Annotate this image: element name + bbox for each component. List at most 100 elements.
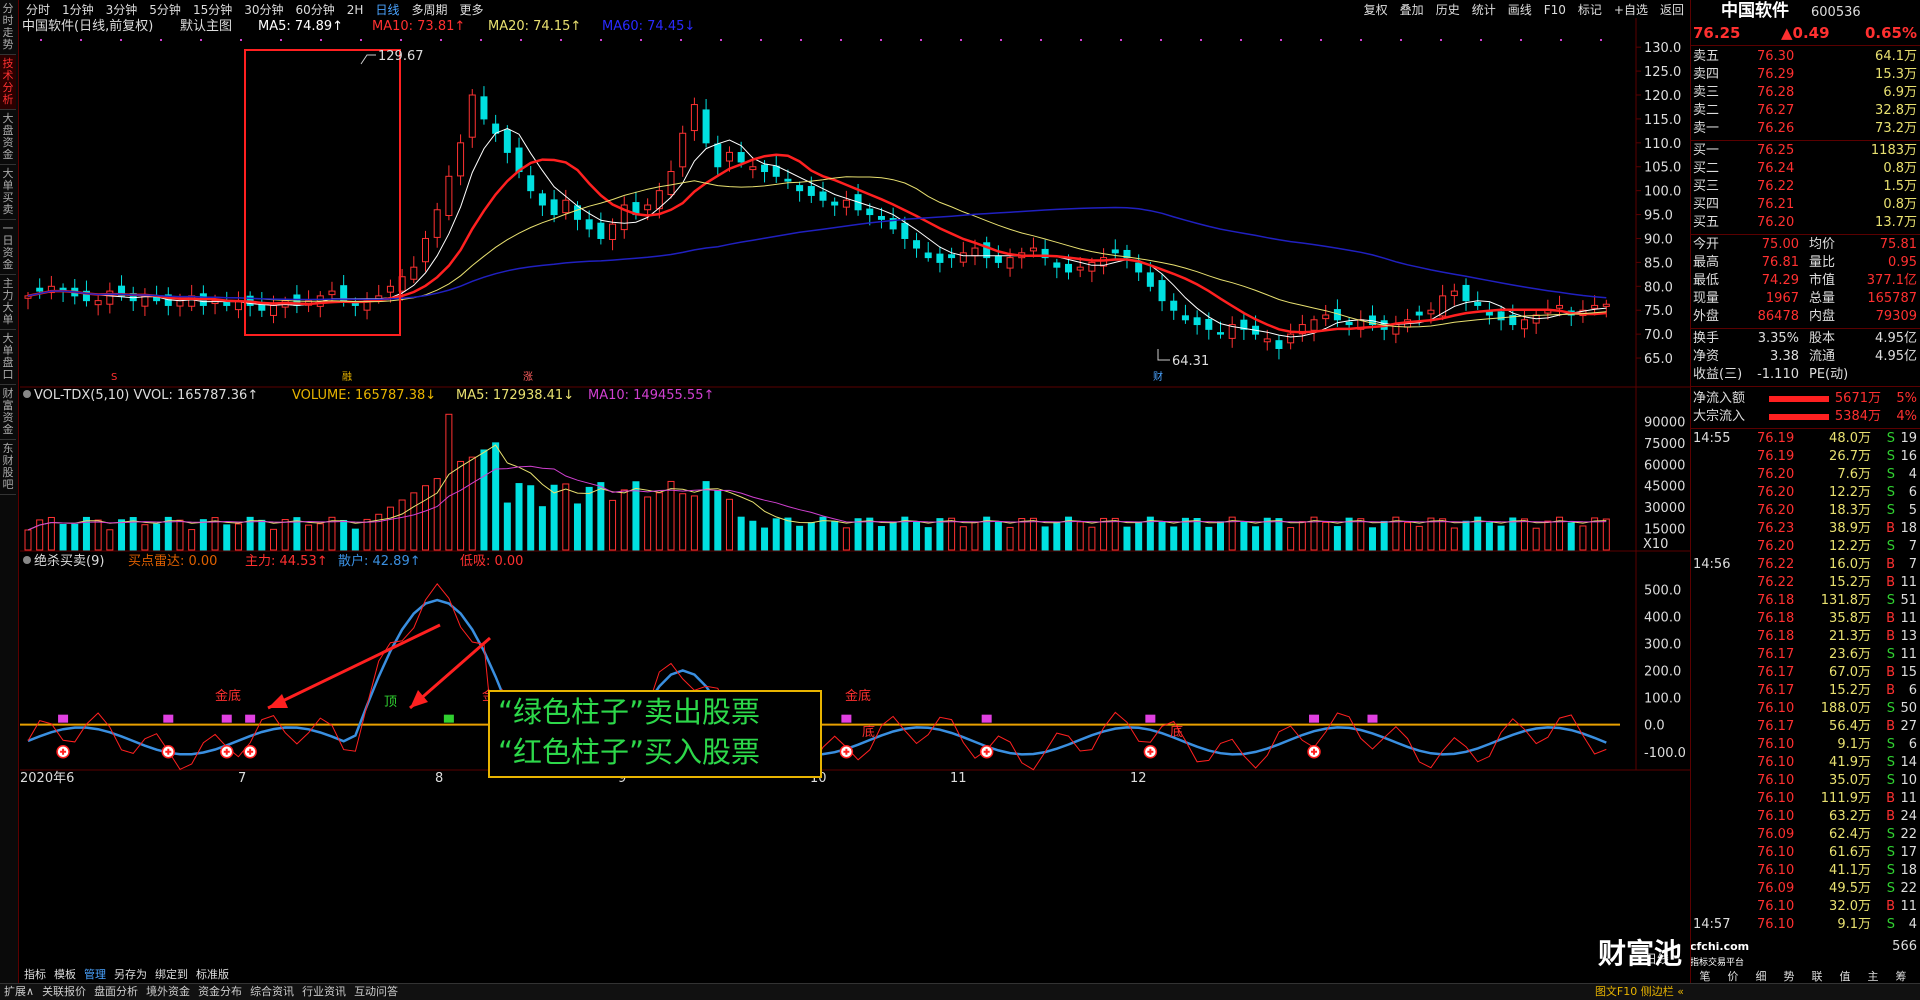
- candle[interactable]: [1509, 314, 1517, 326]
- volume-bar[interactable]: [503, 502, 511, 551]
- status-行业资讯[interactable]: 行业资讯: [302, 985, 347, 998]
- volume-bar[interactable]: [924, 527, 932, 551]
- chart-tab-绑定到[interactable]: 绑定到: [155, 968, 188, 981]
- candle[interactable]: [328, 290, 336, 296]
- event-marker-b[interactable]: 融: [342, 371, 352, 383]
- volume-bar[interactable]: [1170, 526, 1178, 551]
- candle[interactable]: [690, 104, 698, 132]
- left-tab-4[interactable]: 一日资金: [0, 220, 16, 275]
- candle[interactable]: [924, 252, 932, 259]
- volume-bar[interactable]: [246, 516, 254, 551]
- volume-bar[interactable]: [655, 492, 663, 551]
- candle[interactable]: [468, 94, 476, 138]
- status-资金分布[interactable]: 资金分布: [198, 985, 243, 998]
- candle[interactable]: [1240, 319, 1248, 330]
- candle[interactable]: [1298, 324, 1306, 335]
- candle[interactable]: [527, 175, 535, 192]
- candle[interactable]: [47, 285, 55, 294]
- status-盘面分析[interactable]: 盘面分析: [94, 985, 139, 998]
- volume-bar[interactable]: [831, 520, 839, 551]
- footer-tab-筹[interactable]: 筹: [1895, 970, 1907, 983]
- volume-bar[interactable]: [1462, 520, 1470, 551]
- volume-bar[interactable]: [468, 456, 476, 551]
- volume-bar[interactable]: [386, 506, 394, 551]
- volume-bar[interactable]: [281, 519, 289, 551]
- candle[interactable]: [176, 300, 184, 307]
- candle[interactable]: [1029, 247, 1037, 252]
- volume-bar[interactable]: [1053, 521, 1061, 551]
- candle[interactable]: [1076, 266, 1084, 271]
- volume-bar[interactable]: [94, 519, 102, 551]
- candle[interactable]: [1205, 318, 1213, 330]
- candle[interactable]: [223, 302, 231, 306]
- period-3分钟[interactable]: 3分钟: [105, 3, 138, 17]
- chart-area[interactable]: 130.0125.0120.0115.0110.0105.0100.095.09…: [20, 18, 1690, 982]
- candle[interactable]: [983, 242, 991, 259]
- volume-bar[interactable]: [1228, 516, 1236, 551]
- cai-marker[interactable]: 财: [1153, 370, 1163, 383]
- volume-bar[interactable]: [585, 486, 593, 551]
- left-tab-5[interactable]: 主力大单: [0, 275, 16, 330]
- volume-bar[interactable]: [1123, 526, 1131, 551]
- candle[interactable]: [1427, 309, 1435, 315]
- candle[interactable]: [737, 152, 745, 163]
- candle[interactable]: [1170, 300, 1178, 311]
- volume-bar[interactable]: [1509, 517, 1517, 551]
- candle[interactable]: [1345, 321, 1353, 326]
- volume-bar[interactable]: [1579, 525, 1587, 551]
- volume-bar[interactable]: [82, 516, 90, 551]
- volume-bar[interactable]: [1591, 517, 1599, 551]
- signal-bar[interactable]: [443, 714, 454, 723]
- volume-bar[interactable]: [199, 519, 207, 551]
- period-1分钟[interactable]: 1分钟: [62, 3, 94, 17]
- volume-bar[interactable]: [1193, 518, 1201, 551]
- candle[interactable]: [889, 218, 897, 230]
- candle[interactable]: [457, 142, 465, 177]
- volume-bar[interactable]: [1252, 526, 1260, 551]
- volume-bar[interactable]: [796, 525, 804, 551]
- volume-bar[interactable]: [667, 480, 675, 551]
- volume-bar[interactable]: [725, 498, 733, 551]
- volume-bar[interactable]: [234, 523, 242, 551]
- chart-tab-指标[interactable]: 指标: [24, 968, 46, 981]
- candle[interactable]: [877, 215, 885, 220]
- candle[interactable]: [1123, 249, 1131, 259]
- settings-icon[interactable]: [23, 556, 31, 564]
- volume-bar[interactable]: [106, 529, 114, 551]
- candle[interactable]: [1287, 333, 1295, 344]
- volume-bar[interactable]: [877, 526, 885, 551]
- volume-bar[interactable]: [749, 520, 757, 551]
- volume-bar[interactable]: [1404, 522, 1412, 551]
- volume-bar[interactable]: [141, 524, 149, 551]
- footer-tab-细[interactable]: 细: [1755, 970, 1767, 983]
- volume-bar[interactable]: [562, 483, 570, 551]
- candle[interactable]: [831, 201, 839, 206]
- volume-bar[interactable]: [1544, 520, 1552, 551]
- volume-bar[interactable]: [1556, 516, 1564, 551]
- volume-bar[interactable]: [538, 506, 546, 551]
- candle[interactable]: [188, 295, 196, 307]
- volume-bar[interactable]: [679, 493, 687, 551]
- volume-bar[interactable]: [609, 499, 617, 551]
- volume-bar[interactable]: [433, 478, 441, 551]
- volume-bar[interactable]: [223, 524, 231, 551]
- candle[interactable]: [1217, 332, 1224, 335]
- candle[interactable]: [667, 171, 675, 196]
- volume-bar[interactable]: [1602, 518, 1610, 551]
- volume-bar[interactable]: [1368, 527, 1376, 551]
- footer-tab-价[interactable]: 价: [1727, 970, 1739, 983]
- tool-历史[interactable]: 历史: [1435, 3, 1460, 17]
- footer-tab-主[interactable]: 主: [1867, 970, 1879, 983]
- candle[interactable]: [725, 151, 733, 162]
- volume-bar[interactable]: [819, 516, 827, 551]
- candle[interactable]: [1263, 338, 1271, 343]
- volume-bar[interactable]: [1520, 518, 1528, 551]
- candle[interactable]: [644, 204, 652, 211]
- candle[interactable]: [422, 237, 429, 263]
- candle[interactable]: [82, 290, 90, 302]
- volume-bar[interactable]: [1567, 522, 1575, 551]
- left-tab-3[interactable]: 大单买卖: [0, 165, 16, 220]
- candle[interactable]: [1088, 261, 1096, 272]
- candle[interactable]: [1275, 340, 1283, 349]
- status-扩展∧[interactable]: 扩展∧: [4, 985, 35, 998]
